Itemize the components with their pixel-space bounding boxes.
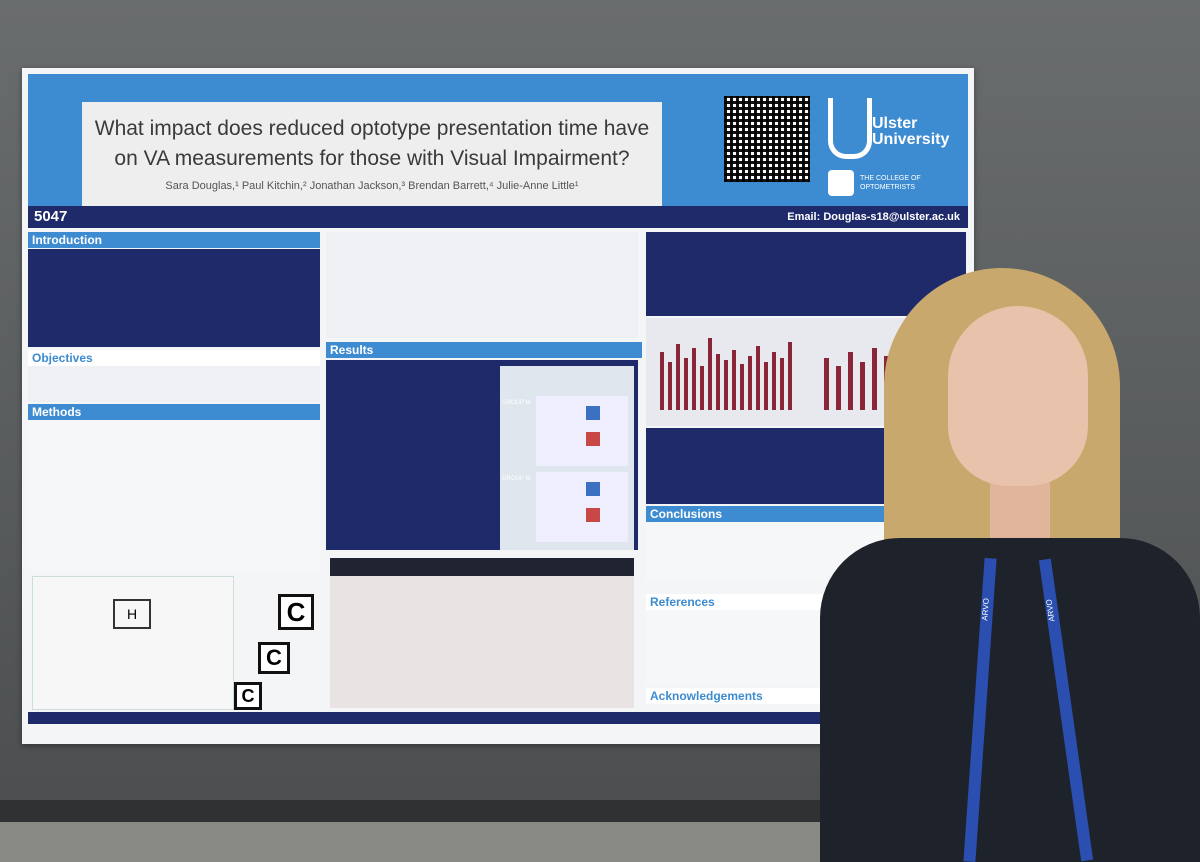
box-restricted: [586, 432, 600, 446]
box-restricted-b: [586, 508, 600, 522]
box-plot-a: [536, 396, 628, 466]
university-name: Ulster University: [872, 115, 950, 148]
results-heading: Results: [326, 342, 642, 358]
title-box: What impact does reduced optotype presen…: [82, 102, 662, 226]
objectives-body: [28, 366, 320, 402]
introduction-body: [28, 249, 320, 347]
poster-id-bar: 5047 Email: Douglas-s18@ulster.ac.uk: [28, 206, 968, 228]
introduction-heading: Introduction: [28, 232, 320, 248]
results-summary: [646, 232, 966, 316]
table-header: [330, 558, 634, 576]
poster-title: What impact does reduced optotype presen…: [94, 117, 650, 170]
poster-footer-bar: [28, 712, 968, 724]
presenter-shirt: [820, 538, 1200, 862]
lanyard-text-left: ARVO: [980, 597, 991, 621]
methods-body: [28, 421, 320, 571]
optotype-letter-medium: C: [258, 642, 290, 674]
qr-code: [724, 96, 810, 182]
poster-email: Email: Douglas-s18@ulster.ac.uk: [787, 211, 960, 223]
college-name: THE COLLEGE OF OPTOMETRISTS: [860, 175, 921, 191]
methods-heading: Methods: [28, 404, 320, 420]
university-logo-mark: [828, 98, 872, 159]
box-plot-b: [536, 472, 628, 542]
box-plot-figure: GROUP M GROUP M: [500, 366, 634, 550]
bar-chart-left: [660, 338, 792, 410]
poster-number: 5047: [34, 208, 68, 225]
optotype-letter-small: C: [234, 682, 262, 710]
box-unrestricted: [586, 406, 600, 420]
monitor-icon: H: [113, 599, 151, 629]
objectives-heading: Objectives: [28, 350, 320, 366]
box-unrestricted-b: [586, 482, 600, 496]
group-label-b: GROUP M: [502, 476, 531, 482]
group-label-a: GROUP M: [502, 400, 531, 406]
ulster-university-logo: Ulster University: [828, 94, 958, 164]
setup-diagram: H: [32, 576, 234, 710]
poster-authors: Sara Douglas,¹ Paul Kitchin,² Jonathan J…: [165, 180, 579, 192]
college-crest-icon: [828, 170, 854, 196]
poster-header: What impact does reduced optotype presen…: [28, 74, 968, 226]
participants-box: [326, 232, 638, 338]
presenter-face: [948, 306, 1088, 486]
results-table: [330, 558, 634, 708]
presenter: ARVO ARVO: [820, 268, 1200, 862]
optotype-letter-large: C: [278, 594, 314, 630]
